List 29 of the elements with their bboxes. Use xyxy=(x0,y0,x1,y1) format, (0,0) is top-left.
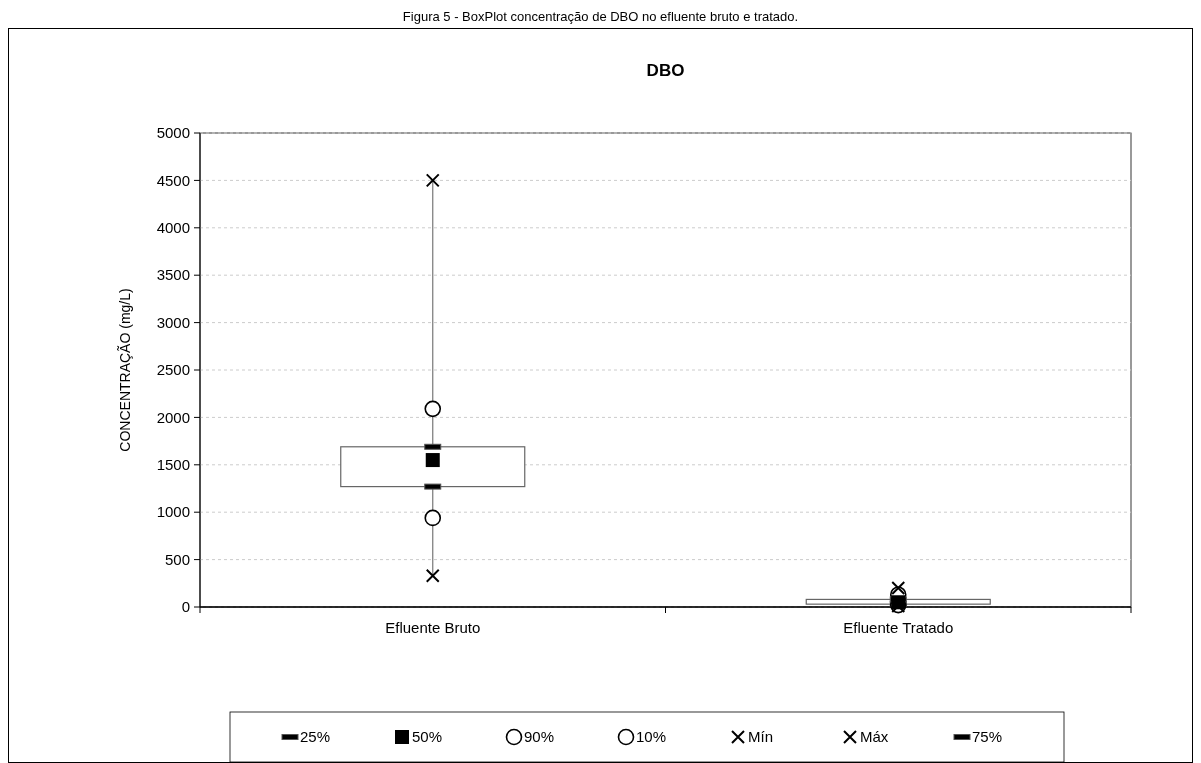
legend-label: 90% xyxy=(524,728,555,746)
y-tick-label: 4500 xyxy=(156,171,190,189)
legend-label: 75% xyxy=(972,728,1003,746)
chart-title: DBO xyxy=(646,61,685,80)
y-tick-label: 3500 xyxy=(156,266,190,284)
point xyxy=(425,568,440,583)
point xyxy=(425,173,440,188)
x-tick-label: Efluente Bruto xyxy=(385,619,481,636)
point xyxy=(424,400,442,418)
legend-label: 50% xyxy=(412,728,443,746)
legend-label: Mín xyxy=(748,728,774,746)
text: Figura 5 - BoxPlot concentração de DBO no efluente bruto e tratado. xyxy=(402,8,799,24)
point xyxy=(424,509,442,527)
legend-label: Máx xyxy=(860,728,889,746)
y-tick-label: 1500 xyxy=(156,456,190,474)
point xyxy=(891,581,906,596)
y-tick-label: 2000 xyxy=(156,408,190,426)
y-tick-label: 4000 xyxy=(156,219,190,237)
y-tick-label: 5000 xyxy=(156,124,190,142)
legend-label: 10% xyxy=(636,728,667,746)
y-tick-label: 0 xyxy=(181,598,190,616)
point xyxy=(425,453,440,468)
y-tick-label: 2500 xyxy=(156,361,190,379)
x-tick-label: Efluente Tratado xyxy=(843,619,954,636)
y-tick-label: 3000 xyxy=(156,313,190,331)
y-tick-label: 500 xyxy=(164,550,190,568)
y-axis-title: CONCENTRAÇÃO (mg/L) xyxy=(117,288,133,452)
y-tick-label: 1000 xyxy=(156,503,190,521)
legend-label: 25% xyxy=(300,728,331,746)
